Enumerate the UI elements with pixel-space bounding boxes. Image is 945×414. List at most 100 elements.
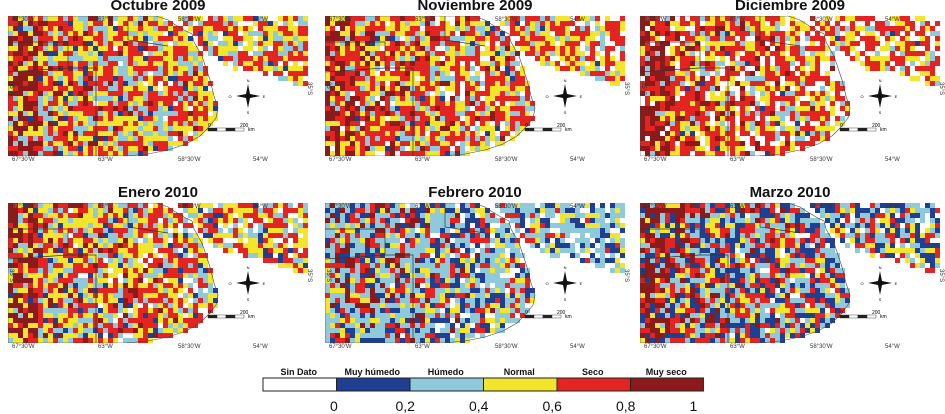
scale-label: km: [248, 127, 255, 133]
legend-label: Normal: [483, 367, 557, 377]
compass-label: E: [895, 94, 898, 99]
compass-label: O: [545, 94, 548, 99]
coord-label: 67°30'W: [644, 204, 667, 211]
compass-label: N: [879, 78, 882, 83]
legend-swatch: [337, 378, 411, 391]
legend-swatch: [263, 378, 337, 391]
legend-label: Muy seco: [630, 367, 704, 377]
compass-label: N: [247, 78, 250, 83]
legend-tick: 0: [330, 398, 338, 414]
legend-tick: 0,4: [469, 398, 488, 414]
lat-label: 35°S: [938, 82, 944, 95]
lat-label: 35°S: [640, 82, 646, 95]
coord-label: 67°30'W: [329, 204, 352, 211]
coord-label: 58°30'W: [810, 17, 833, 24]
legend-label: Sin Dato: [262, 367, 336, 377]
coord-label: 58°30'W: [178, 344, 201, 351]
coord-label: 67°30'W: [12, 157, 35, 164]
compass-label: E: [580, 281, 583, 286]
coord-label: 58°30'W: [178, 157, 201, 164]
coord-label: 63°W: [730, 157, 745, 164]
coord-label: 67°30'W: [644, 344, 667, 351]
coord-label: 63°W: [415, 157, 430, 164]
coord-label: 58°30'W: [810, 157, 833, 164]
coord-label: 63°W: [98, 157, 113, 164]
lat-label: 35°S: [938, 269, 944, 282]
scale-label: km: [880, 127, 887, 133]
lat-label: 35°S: [8, 82, 14, 95]
lat-label: 35°S: [306, 82, 312, 95]
coord-label: 54°W: [253, 204, 268, 211]
compass-label: O: [860, 94, 863, 99]
scale-label: 0: [208, 123, 211, 129]
panel-title: Noviembre 2009: [325, 0, 625, 14]
coord-label: 63°W: [415, 17, 430, 24]
legend-swatch: [631, 378, 705, 391]
legend-tick: 0,8: [616, 398, 635, 414]
coord-label: 63°W: [98, 344, 113, 351]
scale-label: 0: [525, 123, 528, 129]
compass-label: E: [263, 281, 266, 286]
panel-title: Marzo 2010: [640, 185, 940, 201]
compass-label: O: [228, 281, 231, 286]
coord-label: 58°30'W: [810, 204, 833, 211]
compass-label: S: [879, 110, 882, 115]
coord-label: 54°W: [570, 344, 585, 351]
legend-swatch: [410, 378, 484, 391]
lat-label: 35°S: [640, 269, 646, 282]
lat-label: 35°S: [325, 82, 331, 95]
coord-label: 54°W: [570, 204, 585, 211]
coord-label: 58°30'W: [495, 344, 518, 351]
lat-label: 35°S: [623, 82, 629, 95]
panel-title: Octubre 2009: [8, 0, 308, 14]
lat-label: 35°S: [306, 269, 312, 282]
legend-tick: 1: [690, 398, 698, 414]
legend-label: Húmedo: [409, 367, 483, 377]
compass-label: S: [879, 297, 882, 302]
coord-label: 58°30'W: [495, 157, 518, 164]
lat-label: 35°S: [325, 269, 331, 282]
panel-title: Enero 2010: [8, 185, 308, 201]
compass-label: N: [564, 78, 567, 83]
coord-label: 58°30'W: [178, 204, 201, 211]
coord-label: 54°W: [570, 157, 585, 164]
lat-label: 35°S: [8, 269, 14, 282]
coord-label: 67°30'W: [12, 17, 35, 24]
coord-label: 67°30'W: [329, 344, 352, 351]
legend-tick: 0,2: [396, 398, 415, 414]
coord-label: 63°W: [98, 17, 113, 24]
compass-label: E: [263, 94, 266, 99]
coord-label: 63°W: [730, 17, 745, 24]
coord-label: 67°30'W: [329, 157, 352, 164]
legend-label: Seco: [556, 367, 630, 377]
compass-label: O: [860, 281, 863, 286]
compass-label: O: [545, 281, 548, 286]
coord-label: 58°30'W: [495, 204, 518, 211]
lat-label: 35°S: [623, 269, 629, 282]
compass-label: N: [564, 265, 567, 270]
scale-label: km: [565, 314, 572, 320]
compass-label: O: [228, 94, 231, 99]
legend-label: Muy húmedo: [336, 367, 410, 377]
coord-label: 54°W: [885, 344, 900, 351]
compass-label: S: [564, 297, 567, 302]
coord-label: 58°30'W: [495, 17, 518, 24]
coord-label: 54°W: [570, 17, 585, 24]
coord-label: 58°30'W: [178, 17, 201, 24]
compass-label: S: [247, 110, 250, 115]
panel-title: Diciembre 2009: [640, 0, 940, 14]
coord-label: 54°W: [885, 17, 900, 24]
coord-label: 67°30'W: [644, 157, 667, 164]
coord-label: 54°W: [253, 157, 268, 164]
compass-label: S: [564, 110, 567, 115]
coord-label: 54°W: [253, 344, 268, 351]
scale-label: km: [565, 127, 572, 133]
coord-label: 54°W: [885, 204, 900, 211]
